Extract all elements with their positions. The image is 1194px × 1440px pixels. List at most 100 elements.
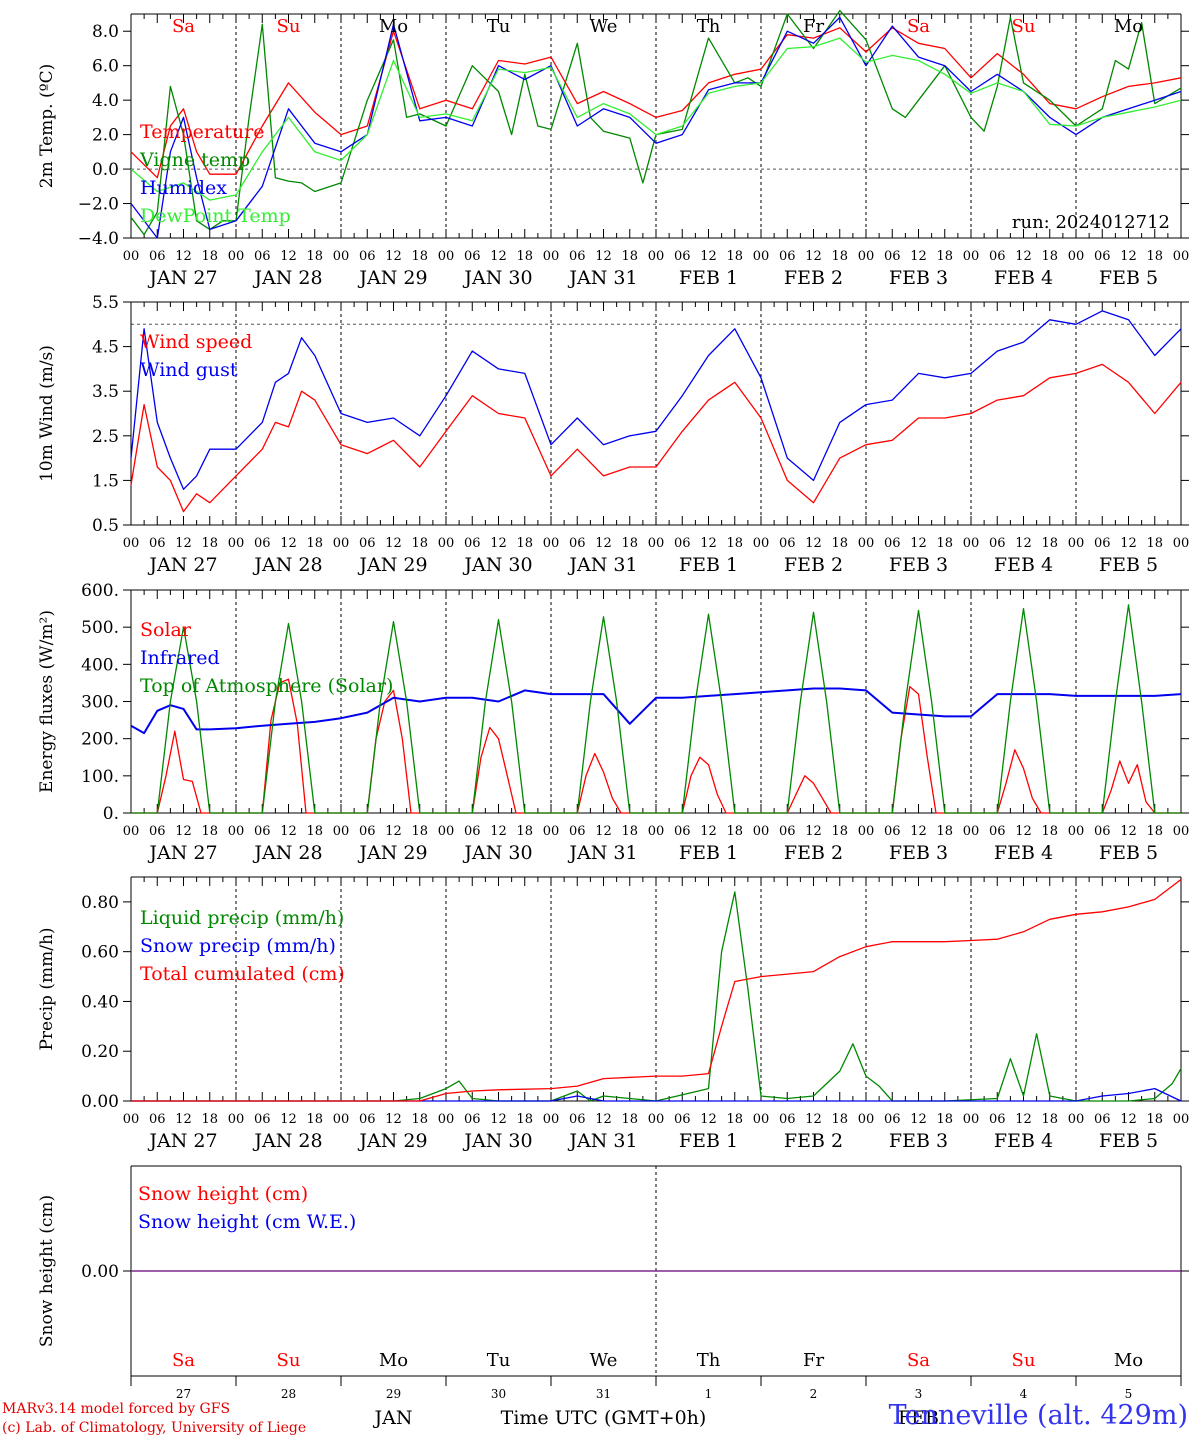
x-tick-label: 00 (1173, 824, 1190, 839)
x-tick-label: 18 (831, 249, 848, 264)
x-tick-label: 18 (306, 1112, 323, 1127)
x-tick-label: 12 (1015, 1112, 1032, 1127)
x-tick-label: 00 (858, 1112, 875, 1127)
x-tick-label: 12 (1120, 536, 1137, 551)
x-tick-label: 12 (700, 1112, 717, 1127)
weekday-label: Su (277, 1350, 301, 1371)
x-tick-label: 18 (411, 1112, 428, 1127)
x-tick-label: 12 (175, 824, 192, 839)
day-label: FEB 2 (784, 267, 843, 289)
x-tick-label: 12 (1120, 1112, 1137, 1127)
x-tick-label: 06 (464, 536, 481, 551)
x-tick-label: 06 (254, 536, 271, 551)
x-tick-label: 18 (306, 249, 323, 264)
x-tick-label: 18 (201, 1112, 218, 1127)
weekday-label: We (590, 1350, 618, 1371)
x-tick-label: 06 (884, 824, 901, 839)
x-tick-label: 18 (936, 536, 953, 551)
x-tick-label: 06 (569, 1112, 586, 1127)
x-tick-label: 12 (280, 536, 297, 551)
y-tick-label: 1.5 (92, 471, 119, 491)
day-label: JAN 29 (357, 842, 427, 864)
x-tick-label: 12 (1120, 824, 1137, 839)
y-tick-label: 2.5 (92, 427, 119, 447)
panel-2: 00 06 12 18 00 06 12 18 00 06 12 18 00 06 12 18 00 06 12 18… (37, 293, 1189, 576)
x-tick-label: 18 (936, 249, 953, 264)
x-tick-label: 12 (595, 824, 612, 839)
x-tick-label: 12 (490, 824, 507, 839)
y-axis-title: Snow height (cm) (37, 1195, 57, 1347)
series-line (130, 310, 1182, 490)
weekday-label: Th (697, 16, 721, 37)
legend-entry: Temperature (140, 121, 264, 143)
y-axis-title: Precip (mm/h) (37, 927, 57, 1050)
day-label: FEB 5 (1099, 842, 1158, 864)
legend-entry: Snow height (cm W.E.) (138, 1211, 356, 1233)
y-tick-label: 4.0 (92, 91, 119, 111)
x-tick-label: 18 (1146, 249, 1163, 264)
weekday-label: Th (697, 1350, 721, 1371)
day-label: FEB 3 (889, 267, 948, 289)
x-tick-label: 12 (700, 249, 717, 264)
x-tick-label: 18 (831, 824, 848, 839)
x-tick-label: 00 (648, 249, 665, 264)
x-tick-label: 00 (648, 824, 665, 839)
x-tick-label: 12 (385, 536, 402, 551)
x-tick-label: 06 (779, 536, 796, 551)
y-tick-label: 0.00 (81, 1262, 119, 1282)
panel-1: 00 06 12 18 00 06 12 18 00 06 12 18 00 06 12 18 00 06 12 18… (37, 9, 1189, 289)
x-tick-label: 18 (726, 1112, 743, 1127)
series-line (131, 1087, 1182, 1102)
x-tick-label: 06 (884, 536, 901, 551)
day-label: JAN 27 (147, 267, 217, 289)
day-label: JAN 27 (147, 842, 217, 864)
day-label: FEB 5 (1099, 554, 1158, 576)
x-tick-label: 06 (884, 249, 901, 264)
credit-line-2: (c) Lab. of Climatology, University of L… (2, 1420, 307, 1436)
x-tick-label: 18 (726, 536, 743, 551)
y-tick-label: 5.5 (92, 293, 119, 313)
weekday-label: Sa (907, 1350, 930, 1371)
x-tick-label: 12 (1015, 536, 1032, 551)
x-tick-label: 00 (123, 1112, 140, 1127)
x-tick-label: 12 (1015, 824, 1032, 839)
x-tick-label: 00 (858, 536, 875, 551)
x-tick-label: 12 (910, 1112, 927, 1127)
x-tick-label: 12 (700, 536, 717, 551)
x-tick-label: 18 (726, 824, 743, 839)
x-tick-label: 18 (621, 536, 638, 551)
weekday-label: Fr (803, 1350, 824, 1371)
x-tick-label: 00 (858, 824, 875, 839)
day-label: JAN 31 (567, 1130, 637, 1152)
x-tick-label: 00 (228, 249, 245, 264)
series-line (130, 363, 1182, 513)
legend-entry: DewPoint Temp (140, 205, 291, 227)
x-tick-label: 06 (149, 1112, 166, 1127)
y-tick-label: 4.5 (92, 338, 119, 358)
y-axis-title: 2m Temp. (ºC) (37, 64, 57, 189)
series-line (130, 9, 1182, 236)
day-label: FEB 1 (679, 267, 738, 289)
x-tick-label: 00 (333, 1112, 350, 1127)
x-tick-label: 18 (516, 249, 533, 264)
x-tick-label: 00 (438, 824, 455, 839)
x-tick-label: 18 (831, 1112, 848, 1127)
run-label: run: 2024012712 (1012, 212, 1170, 233)
x-tick-label: 12 (910, 536, 927, 551)
x-tick-label: 12 (910, 249, 927, 264)
x-tick-label: 06 (779, 1112, 796, 1127)
x-tick-label: 18 (936, 1112, 953, 1127)
legend-entry: Infrared (140, 647, 220, 669)
y-tick-label: 500. (81, 618, 119, 638)
x-tick-label: 06 (1094, 249, 1111, 264)
day-number: 29 (386, 1387, 401, 1401)
weekday-label: Su (1012, 16, 1036, 37)
x-tick-label: 06 (359, 536, 376, 551)
legend-entry: Solar (140, 619, 192, 641)
day-label: JAN 28 (252, 554, 322, 576)
x-tick-label: 00 (1068, 249, 1085, 264)
x-tick-label: 12 (175, 1112, 192, 1127)
x-tick-label: 12 (1120, 249, 1137, 264)
day-label: FEB 4 (994, 554, 1053, 576)
legend-entry: Liquid precip (mm/h) (140, 907, 344, 929)
